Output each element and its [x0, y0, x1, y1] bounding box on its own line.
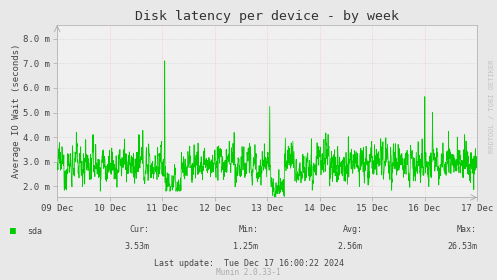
- Text: 2.56m: 2.56m: [338, 242, 363, 251]
- Text: 1.25m: 1.25m: [234, 242, 258, 251]
- Text: sda: sda: [27, 227, 42, 235]
- Text: ■: ■: [10, 226, 16, 236]
- Text: Last update:  Tue Dec 17 16:00:22 2024: Last update: Tue Dec 17 16:00:22 2024: [154, 259, 343, 268]
- Text: RRDTOOL / TOBI OETIKER: RRDTOOL / TOBI OETIKER: [489, 60, 495, 153]
- Text: 26.53m: 26.53m: [447, 242, 477, 251]
- Text: Min:: Min:: [239, 225, 258, 234]
- Text: Avg:: Avg:: [343, 225, 363, 234]
- Title: Disk latency per device - by week: Disk latency per device - by week: [135, 10, 399, 23]
- Text: Cur:: Cur:: [129, 225, 149, 234]
- Text: 3.53m: 3.53m: [124, 242, 149, 251]
- Text: Max:: Max:: [457, 225, 477, 234]
- Y-axis label: Average IO Wait (seconds): Average IO Wait (seconds): [11, 44, 20, 178]
- Text: Munin 2.0.33-1: Munin 2.0.33-1: [216, 268, 281, 277]
